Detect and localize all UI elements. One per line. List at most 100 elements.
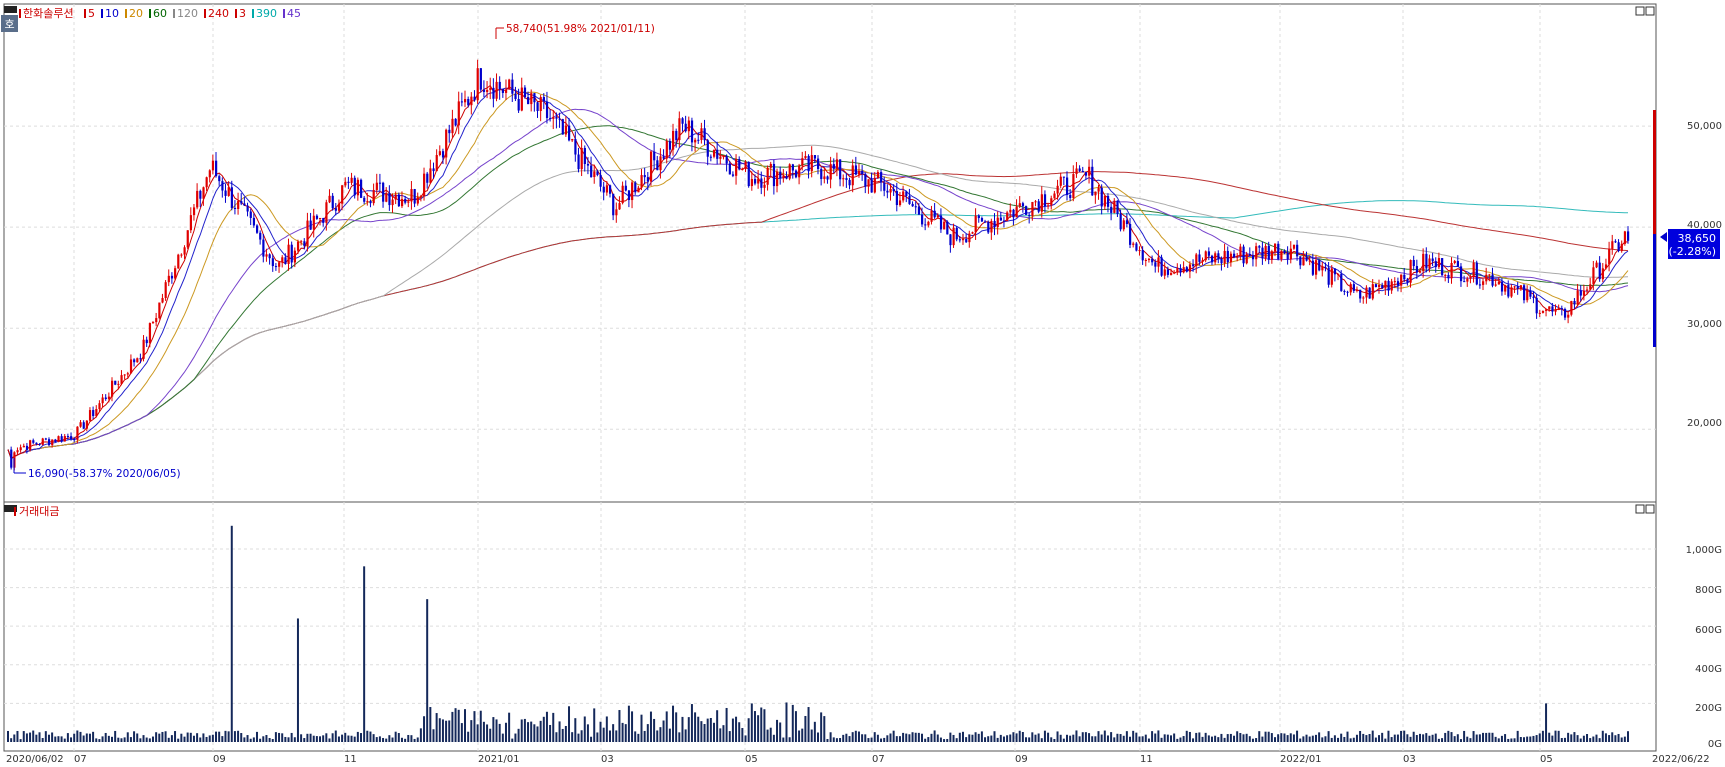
- candle-body: [1532, 296, 1535, 298]
- candle-body: [170, 275, 174, 279]
- volume-bar: [571, 732, 574, 742]
- corner-badge[interactable]: 호: [4, 18, 14, 31]
- volume-bar: [416, 737, 419, 742]
- volume-bar: [949, 732, 952, 742]
- candle-body: [1239, 246, 1242, 257]
- volume-bar: [624, 724, 627, 742]
- candle-body: [1576, 290, 1579, 305]
- volume-bar: [328, 738, 331, 742]
- volume-bar: [315, 736, 318, 742]
- candle-body: [1147, 258, 1151, 260]
- candle-body: [741, 169, 744, 171]
- candle-body: [514, 93, 517, 100]
- candle-body: [476, 68, 479, 101]
- candle-body: [687, 120, 690, 132]
- volume-bar: [1567, 732, 1570, 742]
- candle-body: [1056, 185, 1059, 194]
- legend-marker: [125, 9, 127, 18]
- volume-bar: [608, 730, 611, 742]
- volume-bar: [429, 707, 432, 742]
- volume-bar: [492, 717, 495, 742]
- candle-body: [1002, 220, 1006, 222]
- candle-body: [479, 68, 482, 90]
- volume-bar: [725, 707, 728, 742]
- candle-body: [681, 118, 684, 124]
- candle-body: [924, 224, 927, 226]
- candle-body: [246, 205, 249, 212]
- candle-body: [470, 96, 473, 106]
- candle-body: [753, 179, 757, 184]
- panel-menu-icon[interactable]: [4, 6, 17, 13]
- x-tick-label: 2022/06/22: [1652, 754, 1710, 764]
- candle-body: [385, 192, 388, 202]
- corner-badge-bg[interactable]: [1, 15, 18, 32]
- low-annotation-text: 16,090(-58.37% 2020/06/05): [28, 468, 181, 480]
- volume-bar: [1352, 737, 1355, 742]
- volume-bar: [19, 739, 22, 742]
- panel-menu-icon[interactable]: [4, 505, 17, 512]
- volume-bar: [79, 731, 82, 742]
- volume-panel-controls[interactable]: [4, 504, 1655, 514]
- candle-body: [892, 188, 895, 192]
- candle-body: [423, 173, 426, 197]
- candle-body: [1507, 285, 1510, 297]
- candle-body: [164, 282, 167, 299]
- legend-label: 한화솔루션: [23, 7, 74, 20]
- candle-body: [952, 227, 955, 246]
- candle-body: [804, 155, 807, 159]
- candle-body: [498, 81, 501, 90]
- candle-body: [1582, 290, 1586, 296]
- candle-body: [306, 220, 309, 246]
- candle-body: [1299, 256, 1302, 266]
- volume-bar: [706, 718, 709, 742]
- volume-bar: [252, 737, 255, 742]
- volume-bar: [914, 732, 917, 742]
- maximize-icon[interactable]: [1635, 6, 1645, 16]
- volume-bar: [13, 734, 16, 742]
- x-tick-label: 2021/01: [478, 754, 520, 764]
- candle-body: [955, 227, 958, 240]
- volume-bar: [933, 730, 936, 742]
- maximize-icon[interactable]: [1635, 504, 1645, 514]
- candle-body: [826, 176, 829, 180]
- volume-bar: [1620, 737, 1623, 742]
- candle-body: [70, 436, 73, 440]
- candle-body: [1318, 260, 1321, 271]
- candle-body: [363, 197, 366, 202]
- volume-bar: [905, 733, 908, 742]
- volume-bar: [262, 736, 265, 742]
- volume-bar: [747, 718, 750, 742]
- candle-body: [763, 184, 766, 188]
- candle-body: [467, 99, 470, 106]
- close-icon[interactable]: [1645, 6, 1655, 16]
- candle-body: [791, 164, 794, 171]
- volume-bar: [1526, 736, 1529, 742]
- volume-bar: [293, 737, 296, 742]
- volume-bar: [1059, 734, 1062, 742]
- volume-bar: [287, 737, 290, 742]
- price-panel-controls[interactable]: [4, 6, 1655, 16]
- volume-bar: [82, 735, 85, 742]
- candle-body: [16, 450, 19, 453]
- volume-bar: [961, 731, 964, 742]
- volume-bar: [479, 710, 482, 742]
- volume-bar: [577, 733, 580, 742]
- candle-body: [1084, 172, 1088, 176]
- volume-bar: [1226, 734, 1229, 742]
- candle-body: [114, 380, 117, 385]
- volume-bar: [271, 739, 274, 742]
- volume-bar: [911, 732, 914, 742]
- candle-body: [397, 194, 401, 207]
- volume-bar: [1384, 738, 1387, 742]
- volume-bar: [583, 716, 586, 742]
- candle-body: [807, 155, 810, 172]
- volume-bar: [1251, 738, 1254, 742]
- close-icon[interactable]: [1645, 504, 1655, 514]
- candle-body: [829, 164, 832, 180]
- candle-body: [624, 185, 627, 191]
- candle-body: [1207, 251, 1211, 256]
- candle-body: [79, 422, 82, 427]
- candle-body: [1378, 285, 1381, 288]
- volume-bar: [694, 712, 697, 742]
- candle-body: [839, 159, 842, 180]
